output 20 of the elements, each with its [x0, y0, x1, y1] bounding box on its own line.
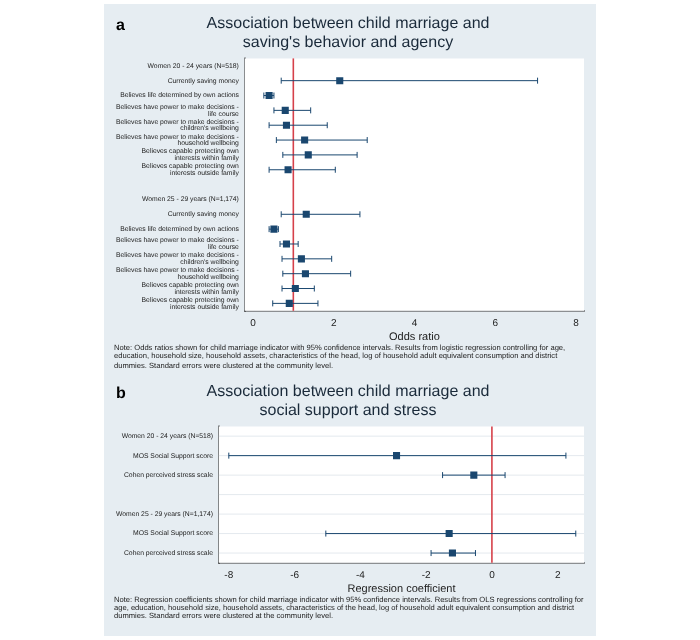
point [336, 77, 344, 85]
point [301, 270, 309, 278]
point [448, 549, 456, 557]
point [282, 121, 291, 129]
point [470, 471, 478, 479]
point [301, 136, 309, 144]
point [285, 299, 293, 307]
point [304, 151, 312, 159]
point [284, 166, 292, 174]
point [281, 106, 289, 114]
point [302, 210, 310, 218]
point [297, 255, 305, 263]
chart-title: Association between child marriage and social support and stress [206, 381, 490, 419]
point [445, 529, 453, 537]
point [392, 451, 401, 459]
point [282, 240, 291, 248]
chart-title: Association between child marriage and saving's behavior and agency [206, 14, 490, 52]
text: b [116, 383, 126, 402]
text: a [116, 16, 125, 34]
point [291, 284, 299, 293]
